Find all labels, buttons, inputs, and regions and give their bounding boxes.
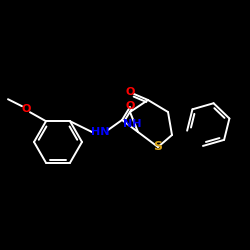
Text: O: O [21, 104, 31, 114]
Text: O: O [125, 87, 135, 97]
Text: S: S [154, 140, 162, 153]
Text: NH: NH [123, 119, 141, 129]
Text: O: O [125, 101, 135, 111]
Text: HN: HN [91, 127, 109, 137]
